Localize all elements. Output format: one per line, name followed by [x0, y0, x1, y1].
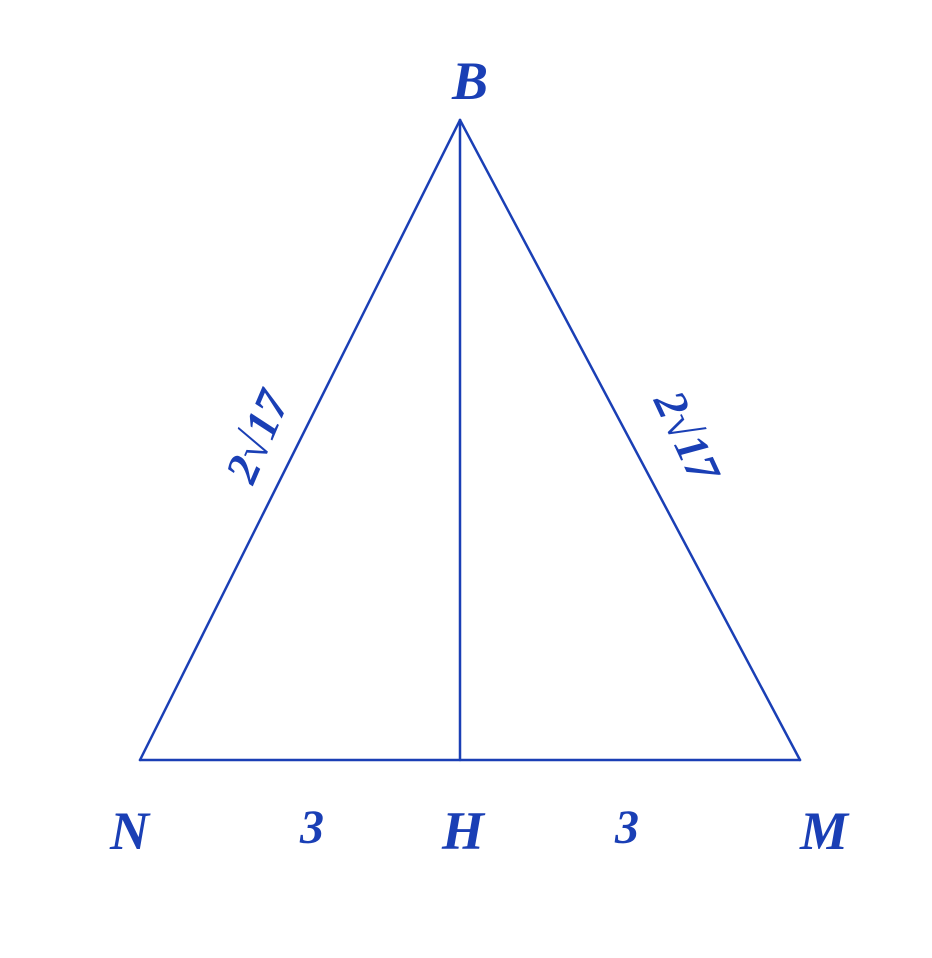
edge-BM	[460, 120, 800, 760]
label-M: M	[800, 800, 848, 862]
label-H: H	[442, 800, 484, 862]
label-B: B	[452, 50, 488, 112]
label-NH-length: 3	[300, 800, 324, 855]
label-HM-length: 3	[615, 800, 639, 855]
edge-NB	[140, 120, 460, 760]
label-N: N	[110, 800, 149, 862]
